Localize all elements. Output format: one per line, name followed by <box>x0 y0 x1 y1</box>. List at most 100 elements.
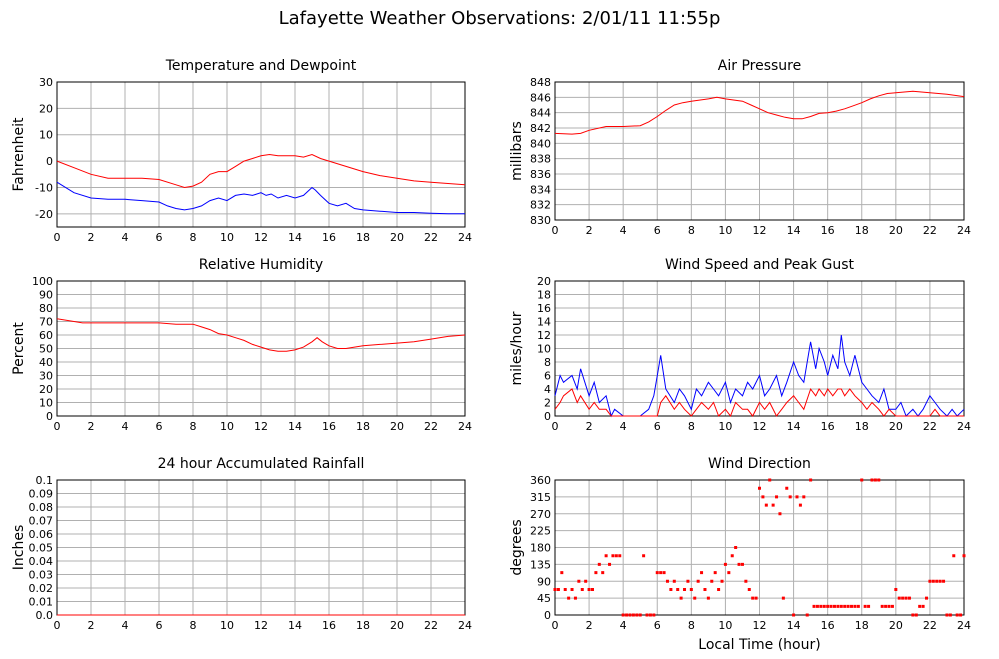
24-hour-accumulated-rainfall-x-tick-label: 16 <box>322 619 336 632</box>
wind-direction-point <box>689 588 693 591</box>
wind-direction-point <box>846 604 850 608</box>
wind-direction-y-tick-label: 0 <box>544 609 551 622</box>
wind-direction-point <box>665 579 669 583</box>
relative-humidity-plot-border <box>56 280 466 417</box>
wind-direction-point <box>618 554 622 558</box>
wind-direction-point <box>553 588 557 591</box>
wind-direction-point <box>604 554 608 558</box>
wind-direction-point <box>611 554 615 558</box>
wind-direction-x-tick-label: 20 <box>889 619 903 632</box>
wind-direction-point <box>775 495 779 499</box>
wind-speed-and-peak-gust-y-tick-label: 8 <box>544 356 551 369</box>
24-hour-accumulated-rainfall-y-tick-label: 0.08 <box>29 501 54 514</box>
wind-direction-point <box>570 588 574 591</box>
wind-direction-x-tick-label: 2 <box>586 619 593 632</box>
relative-humidity-y-tick-label: 90 <box>39 289 53 302</box>
relative-humidity-y-tick-label: 60 <box>39 329 53 342</box>
wind-direction-point <box>560 571 564 575</box>
wind-direction-point <box>584 579 588 583</box>
temperature-and-dewpoint-y-axis-label: Fahrenheit <box>11 117 27 192</box>
wind-direction-point <box>625 613 629 617</box>
air-pressure-x-tick-label: 2 <box>586 224 593 237</box>
wind-direction-point <box>918 604 922 608</box>
wind-direction-point <box>672 579 676 583</box>
wind-direction-point <box>642 554 646 558</box>
wind-speed-and-peak-gust-y-tick-label: 20 <box>537 275 551 288</box>
wind-direction-point <box>884 604 888 608</box>
24-hour-accumulated-rainfall-x-tick-label: 14 <box>288 619 302 632</box>
wind-direction-point <box>751 596 755 600</box>
wind-direction-point <box>608 562 612 566</box>
air-pressure-y-tick-label: 846 <box>530 91 551 104</box>
wind-direction-point <box>853 604 857 608</box>
air-pressure-y-tick-label: 848 <box>530 76 551 89</box>
wind-direction-point <box>594 571 598 575</box>
relative-humidity-y-tick-label: 100 <box>32 275 53 288</box>
relative-humidity-x-tick-label: 16 <box>322 420 336 433</box>
wind-direction-point <box>798 503 802 507</box>
wind-speed-and-peak-gust-x-tick-label: 24 <box>957 420 971 433</box>
24-hour-accumulated-rainfall-x-tick-label: 10 <box>220 619 234 632</box>
air-pressure-x-tick-label: 12 <box>753 224 767 237</box>
temperature-and-dewpoint-y-tick-label: 0 <box>46 155 53 168</box>
wind-direction-point <box>683 588 687 591</box>
24-hour-accumulated-rainfall-x-tick-label: 8 <box>190 619 197 632</box>
relative-humidity-y-tick-label: 0 <box>46 410 53 423</box>
temperature-and-dewpoint-y-tick-label: 30 <box>39 76 53 89</box>
wind-speed-and-peak-gust-y-tick-label: 18 <box>537 289 551 302</box>
temperature-and-dewpoint-x-tick-label: 12 <box>254 231 268 244</box>
wind-direction-point <box>948 613 952 617</box>
wind-direction-point <box>703 588 707 591</box>
wind-direction-point <box>785 486 789 490</box>
wind-direction-point <box>890 604 894 608</box>
wind-direction-y-tick-label: 270 <box>530 508 551 521</box>
wind-speed-and-peak-gust-x-tick-label: 0 <box>552 420 559 433</box>
wind-direction-x-tick-label: 6 <box>654 619 661 632</box>
air-pressure-x-tick-label: 24 <box>957 224 971 237</box>
wind-direction-point <box>659 571 663 575</box>
24-hour-accumulated-rainfall-y-tick-label: 0.02 <box>29 582 54 595</box>
wind-direction-point <box>904 596 908 600</box>
wind-speed-and-peak-gust-y-tick-label: 16 <box>537 302 551 315</box>
wind-direction-point <box>931 579 935 583</box>
relative-humidity-x-tick-label: 10 <box>220 420 234 433</box>
wind-direction-x-tick-label: 8 <box>688 619 695 632</box>
temperature-and-dewpoint-x-tick-label: 14 <box>288 231 302 244</box>
wind-direction-point <box>856 604 860 608</box>
air-pressure-y-tick-label: 842 <box>530 122 551 135</box>
wind-direction-point <box>754 596 758 600</box>
wind-direction-point <box>826 604 830 608</box>
wind-direction-point <box>645 613 649 617</box>
wind-speed-and-peak-gust-y-tick-label: 4 <box>544 383 551 396</box>
wind-direction-point <box>638 613 642 617</box>
temperature-and-dewpoint-y-tick-label: -20 <box>35 208 53 221</box>
air-pressure-y-tick-label: 844 <box>530 107 551 120</box>
24-hour-accumulated-rainfall-x-tick-label: 22 <box>424 619 438 632</box>
wind-direction-x-tick-label: 22 <box>923 619 937 632</box>
air-pressure-x-tick-label: 14 <box>787 224 801 237</box>
wind-direction-point <box>628 613 632 617</box>
wind-direction-point <box>778 512 782 516</box>
wind-direction-y-axis-label: degrees <box>509 519 525 575</box>
24-hour-accumulated-rainfall-title: 24 hour Accumulated Rainfall <box>158 456 365 472</box>
relative-humidity-x-tick-label: 8 <box>190 420 197 433</box>
wind-direction-point <box>700 571 704 575</box>
wind-direction-point <box>601 571 605 575</box>
wind-direction-point <box>573 596 577 600</box>
relative-humidity-y-tick-label: 20 <box>39 383 53 396</box>
air-pressure-plot-border <box>554 81 965 221</box>
wind-direction-point <box>686 579 690 583</box>
wind-direction-y-tick-label: 135 <box>530 558 551 571</box>
wind-direction-point <box>587 588 591 591</box>
wind-direction-point <box>901 596 905 600</box>
24-hour-accumulated-rainfall-x-tick-label: 12 <box>254 619 268 632</box>
24-hour-accumulated-rainfall-chart: 0 2 4 6 8 10 12 14 16 18 20 22 240.10.090.080.070.06… <box>11 456 472 632</box>
wind-direction-point <box>805 613 809 617</box>
wind-direction-point <box>747 588 751 591</box>
wind-direction-point <box>894 588 898 591</box>
wind-direction-point <box>959 613 963 617</box>
wind-speed-and-peak-gust-x-tick-label: 18 <box>855 420 869 433</box>
temperature-and-dewpoint-x-tick-label: 20 <box>390 231 404 244</box>
wind-direction-point <box>696 579 700 583</box>
wind-direction-point <box>761 495 765 499</box>
